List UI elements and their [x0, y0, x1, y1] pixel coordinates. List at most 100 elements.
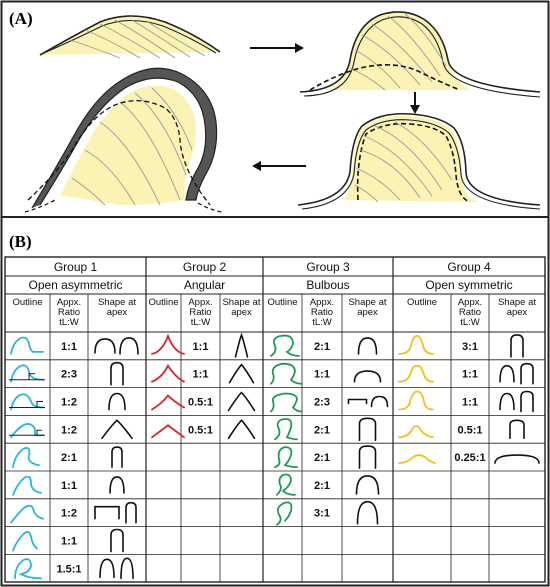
outline-curve [274, 418, 298, 441]
outline-curve [151, 394, 185, 411]
outline-glyph [151, 424, 185, 439]
col-header-outline: Outline [267, 297, 297, 308]
outline-curve [270, 392, 302, 413]
outline-glyph [276, 473, 296, 496]
group-title: Group 4 [447, 260, 491, 274]
group-subtitle: Angular [184, 278, 225, 292]
col-header-ratio: Appx. Ratio tL:W [458, 297, 482, 328]
apex-shape [94, 505, 120, 520]
ratio-value: 1:2 [61, 424, 77, 436]
outline-glyph [12, 475, 42, 496]
col-header-outline: Outline [148, 297, 178, 308]
ratio-value: 1:1 [61, 536, 77, 548]
outline-glyph [9, 364, 45, 383]
stage-3-bedform [297, 112, 541, 210]
apex-shape [347, 398, 368, 405]
apex-shape [99, 558, 115, 579]
outline-curve [398, 364, 434, 383]
apex-shape [509, 419, 525, 440]
apex-shape [228, 363, 255, 384]
panel-b-label: (B) [9, 232, 32, 251]
apex-shape [357, 337, 378, 355]
apex-shape [370, 395, 389, 408]
group-title: Group 1 [54, 260, 98, 274]
apex-shape [94, 338, 116, 354]
ratio-value: 0.5:1 [188, 424, 213, 436]
outline-glyph [151, 394, 185, 411]
outline-curve [270, 334, 300, 357]
outline-glyph [12, 447, 40, 469]
table-headers: Group 1 Open asymmetric Outline Appx. Ratio t… [12, 260, 536, 328]
col-header-ratio: Appx. Ratio tL:W [188, 297, 212, 328]
outline-glyph [151, 363, 185, 383]
apex-shape [510, 334, 524, 358]
stage-1-bedform [39, 15, 221, 59]
col-header-shape: Shape at apex [348, 297, 386, 318]
col-header-shape: Shape at apex [222, 297, 260, 318]
panel-a-label: (A) [9, 9, 33, 28]
outline-glyph [14, 558, 42, 580]
group-title: Group 2 [183, 260, 227, 274]
outline-glyph [10, 336, 44, 355]
outline-curve [10, 336, 44, 355]
arrow-right [250, 43, 304, 53]
apex-shape [494, 454, 540, 464]
group-title: Group 3 [306, 260, 350, 274]
apex-shape [119, 337, 139, 355]
apex-shape [520, 390, 534, 413]
outline-glyph [274, 446, 298, 469]
table-rows: 1:1 2:3 1:2 1:2 2:1 1:1 1:2 1:1 1.5:1 1:1 1:1 0.5:1… [9, 332, 540, 580]
col-header-ratio: Appx. Ratio tL:W [57, 297, 81, 328]
ratio-value: 0.5:1 [457, 424, 482, 436]
classification-table-grid [4, 256, 546, 583]
outline-glyph [398, 425, 434, 439]
right-angle-marker [36, 401, 43, 408]
outline-glyph [274, 418, 298, 441]
ratio-value: 1.5:1 [56, 563, 81, 575]
ratio-value: 2:1 [61, 452, 77, 464]
outline-curve [398, 334, 434, 355]
apex-shape [358, 417, 377, 442]
stage-4-overturned-fold [24, 67, 223, 213]
outline-curve [12, 475, 42, 496]
outline-glyph [270, 334, 300, 357]
col-header-ratio: Appx. Ratio tL:W [310, 297, 334, 328]
ratio-value: 1:1 [193, 369, 209, 381]
outline-glyph [398, 364, 434, 383]
apex-shape [355, 475, 380, 495]
apex-shape [234, 332, 249, 358]
apex-shape [520, 362, 534, 385]
apex-shape [227, 391, 256, 412]
outline-curve [276, 473, 296, 496]
outline-curve [398, 425, 434, 439]
right-angle-marker [28, 373, 35, 380]
outline-glyph [151, 333, 185, 355]
outline-curve [151, 424, 185, 439]
apex-shape [111, 446, 123, 468]
outline-curve [274, 446, 298, 469]
group-subtitle: Open asymmetric [28, 278, 122, 292]
apex-shape [110, 361, 124, 386]
outline-curve [10, 393, 44, 411]
outline-curve [398, 390, 434, 411]
apex-shape [109, 476, 125, 494]
col-header-outline: Outline [12, 297, 42, 308]
apex-shape [108, 392, 126, 411]
stage-2-bedform [299, 11, 541, 98]
ratio-value: 1:1 [61, 341, 77, 353]
apex-shape [110, 528, 124, 553]
ratio-value: 1:1 [462, 397, 478, 409]
outline-curve [151, 333, 185, 355]
ratio-value: 3:1 [462, 341, 478, 353]
ratio-value: 2:1 [314, 452, 330, 464]
outline-curve [398, 454, 436, 465]
apex-shape [358, 445, 377, 469]
outline-glyph [398, 390, 434, 411]
apex-shape [120, 557, 134, 580]
ratio-value: 1:1 [462, 369, 478, 381]
ratio-value: 1:1 [193, 341, 209, 353]
outline-curve [276, 501, 293, 526]
group-subtitle: Bulbous [306, 278, 349, 292]
